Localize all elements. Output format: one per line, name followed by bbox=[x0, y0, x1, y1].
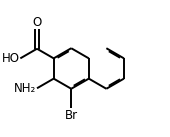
Text: NH₂: NH₂ bbox=[14, 82, 36, 95]
Text: O: O bbox=[32, 16, 42, 29]
Text: Br: Br bbox=[65, 109, 78, 122]
Text: HO: HO bbox=[2, 52, 20, 65]
